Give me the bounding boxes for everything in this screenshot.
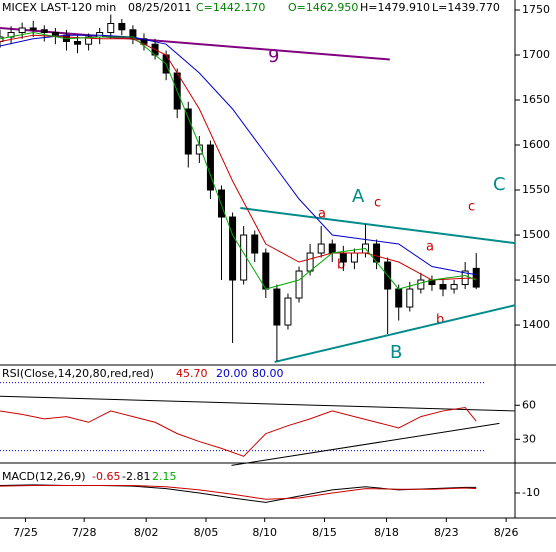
trend-line: [0, 26, 390, 61]
x-tick-label: 8/02: [134, 526, 159, 539]
indicator-title: MACD(12,26,9): [2, 470, 86, 483]
candle-body: [306, 252, 314, 272]
y-tick-label: 60: [522, 398, 536, 411]
trend-line: [240, 207, 516, 245]
x-tick-label: 8/23: [434, 526, 459, 539]
y-tick-label: -10: [522, 486, 540, 499]
x-tick-label: 8/18: [374, 526, 399, 539]
trend-line: [274, 304, 516, 363]
candle-body: [439, 284, 447, 290]
candle-body: [350, 252, 358, 263]
annotation: a: [318, 207, 326, 222]
macd-line: [0, 485, 477, 500]
annotation: c: [468, 200, 475, 215]
candle-body: [406, 288, 414, 308]
x-tick-label: 7/28: [72, 526, 97, 539]
x-tick-label: 8/10: [252, 526, 277, 539]
candle-body: [229, 216, 237, 281]
candle-body: [184, 108, 192, 155]
x-tick-label: 8/05: [194, 526, 219, 539]
y-tick-label: 1700: [522, 48, 550, 61]
stat: H=1479.910: [360, 1, 430, 14]
rsi-line: [0, 406, 477, 457]
candle-body: [85, 36, 93, 45]
candle-body: [295, 270, 303, 299]
date: 08/25/2011: [128, 1, 191, 14]
candle-body: [118, 22, 126, 31]
stat: O=1462.950: [288, 1, 358, 14]
candle-body: [40, 29, 48, 33]
candle-body: [218, 189, 226, 218]
candle-body: [29, 27, 37, 31]
y-tick-label: 30: [522, 432, 536, 445]
stat: L=1439.770: [432, 1, 500, 14]
candle-body: [317, 243, 325, 254]
x-tick-label: 7/25: [13, 526, 38, 539]
annotation: b: [337, 258, 345, 273]
candle-body: [51, 31, 59, 36]
candle-body: [273, 288, 281, 326]
candle-body: [107, 22, 115, 33]
annotation: A: [352, 186, 365, 207]
candle-body: [74, 40, 82, 45]
candle-body: [450, 284, 458, 290]
candle-body: [472, 267, 480, 288]
candle-body: [18, 27, 26, 33]
candle-body: [262, 252, 270, 290]
candle-body: [251, 234, 259, 254]
annotation: 9: [268, 46, 279, 67]
y-tick-label: 1550: [522, 183, 550, 196]
moving-average: [0, 34, 477, 276]
x-tick-label: 8/15: [312, 526, 337, 539]
candle-body: [328, 243, 336, 254]
chart-title: MICEX LAST-120 min: [2, 1, 116, 14]
trend-line: [231, 422, 500, 466]
candle-body: [339, 252, 347, 263]
indicator-value: 80.00: [252, 367, 284, 380]
candle-body: [0, 36, 4, 42]
indicator-value: 2.15: [152, 470, 177, 483]
indicator-value: 20.00: [216, 367, 248, 380]
candle-body: [240, 234, 248, 281]
candle-body: [206, 144, 214, 191]
annotation: B: [390, 342, 402, 363]
annotation: c: [374, 196, 381, 211]
trend-line: [0, 395, 516, 412]
y-tick-label: 1750: [522, 3, 550, 16]
annotation: b: [436, 313, 444, 328]
indicator-value: 45.70: [176, 367, 208, 380]
indicator-title: RSI(Close,14,20,80,red,red): [2, 367, 154, 380]
y-tick-label: 1650: [522, 93, 550, 106]
indicator-value: -2.81: [122, 470, 150, 483]
annotation: a: [426, 240, 434, 255]
x-tick-label: 8/26: [494, 526, 519, 539]
candle-body: [417, 279, 425, 290]
y-tick-label: 1600: [522, 138, 550, 151]
annotation: C: [493, 174, 506, 195]
y-tick-label: 1400: [522, 318, 550, 331]
y-tick-label: 1450: [522, 273, 550, 286]
y-tick-label: 1500: [522, 228, 550, 241]
candle-body: [395, 288, 403, 308]
stat: C=1442.170: [196, 1, 265, 14]
moving-average: [0, 31, 477, 290]
indicator-value: -0.65: [92, 470, 120, 483]
candle-body: [284, 297, 292, 326]
